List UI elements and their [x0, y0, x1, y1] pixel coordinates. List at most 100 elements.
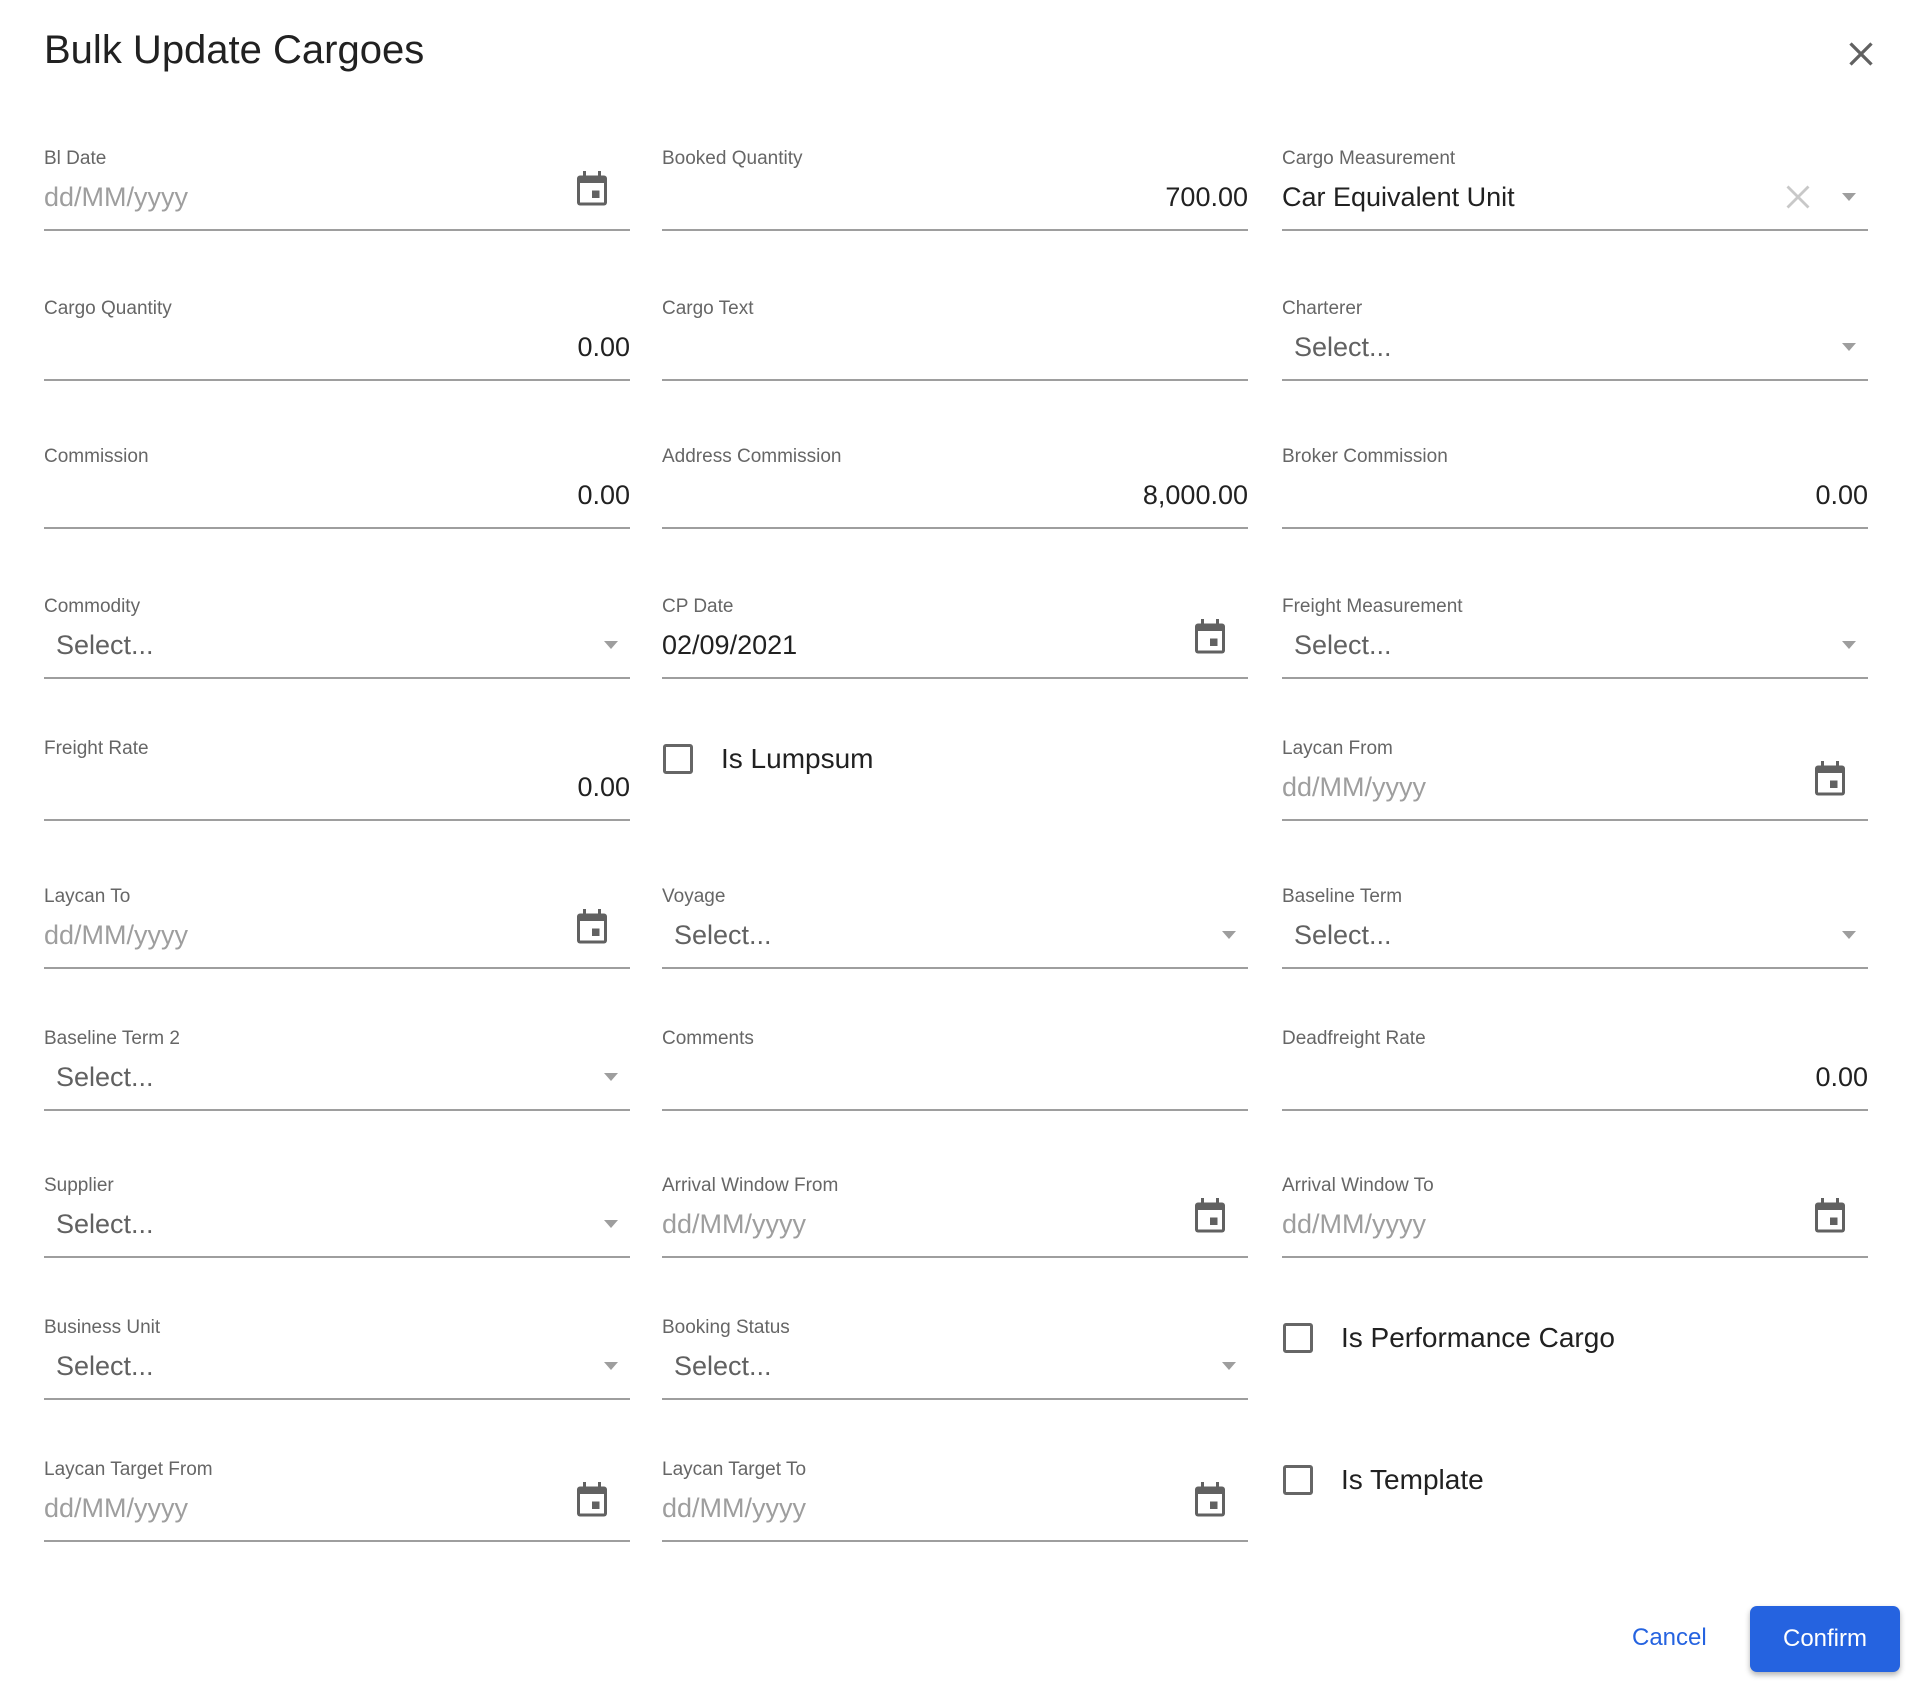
laycan-to-field[interactable]: Laycan To dd/MM/yyyy — [44, 885, 630, 969]
is-lumpsum-label: Is Lumpsum — [721, 743, 874, 774]
deadfreight-rate-input[interactable]: 0.00 — [1815, 1062, 1868, 1092]
chevron-down-icon[interactable] — [1842, 641, 1856, 649]
chevron-down-icon[interactable] — [604, 1073, 618, 1081]
bl-date-input[interactable]: dd/MM/yyyy — [44, 182, 189, 212]
cp-date-input[interactable]: 02/09/2021 — [662, 630, 798, 660]
laycan-target-from-input[interactable]: dd/MM/yyyy — [44, 1493, 189, 1523]
chevron-down-icon[interactable] — [604, 1362, 618, 1370]
supplier-select[interactable]: Select... — [56, 1209, 154, 1239]
bl-date-label: Bl Date — [44, 148, 107, 169]
calendar-icon[interactable] — [1812, 1196, 1848, 1236]
is-performance-cargo-checkbox-field[interactable]: Is Performance Cargo — [1282, 1322, 1868, 1373]
arrival-window-to-field[interactable]: Arrival Window To dd/MM/yyyy — [1282, 1174, 1868, 1258]
is-performance-cargo-checkbox[interactable] — [1283, 1323, 1313, 1353]
baseline-term-2-field[interactable]: Baseline Term 2 Select... — [44, 1027, 630, 1111]
laycan-target-from-field[interactable]: Laycan Target From dd/MM/yyyy — [44, 1458, 630, 1542]
commission-input[interactable]: 0.00 — [577, 480, 630, 510]
field-underline — [44, 1256, 630, 1258]
cargo-quantity-input[interactable]: 0.00 — [577, 332, 630, 362]
close-icon[interactable] — [1843, 36, 1879, 72]
broker-commission-field[interactable]: Broker Commission 0.00 — [1282, 445, 1868, 529]
calendar-icon[interactable] — [574, 907, 610, 947]
charterer-select[interactable]: Select... — [1294, 332, 1392, 362]
chevron-down-icon[interactable] — [604, 1220, 618, 1228]
chevron-down-icon[interactable] — [1842, 343, 1856, 351]
cargo-text-field[interactable]: Cargo Text — [662, 297, 1248, 381]
bl-date-field[interactable]: Bl Date dd/MM/yyyy — [44, 147, 630, 231]
cargo-text-label: Cargo Text — [662, 298, 754, 319]
chevron-down-icon[interactable] — [604, 641, 618, 649]
booked-quantity-input[interactable]: 700.00 — [1165, 182, 1248, 212]
cp-date-field[interactable]: CP Date 02/09/2021 — [662, 595, 1248, 679]
freight-rate-field[interactable]: Freight Rate 0.00 — [44, 737, 630, 821]
laycan-target-to-field[interactable]: Laycan Target To dd/MM/yyyy — [662, 1458, 1248, 1542]
is-template-checkbox[interactable] — [1283, 1465, 1313, 1495]
voyage-select[interactable]: Select... — [674, 920, 772, 950]
calendar-icon[interactable] — [1812, 759, 1848, 799]
calendar-icon[interactable] — [1192, 617, 1228, 657]
broker-commission-input[interactable]: 0.00 — [1815, 480, 1868, 510]
supplier-field[interactable]: Supplier Select... — [44, 1174, 630, 1258]
laycan-target-from-label: Laycan Target From — [44, 1459, 213, 1480]
laycan-to-input[interactable]: dd/MM/yyyy — [44, 920, 189, 950]
clear-icon[interactable] — [1784, 183, 1812, 211]
commodity-field[interactable]: Commodity Select... — [44, 595, 630, 679]
freight-rate-input[interactable]: 0.00 — [577, 772, 630, 802]
baseline-term-2-select[interactable]: Select... — [56, 1062, 154, 1092]
commodity-label: Commodity — [44, 596, 141, 617]
confirm-button[interactable]: Confirm — [1750, 1606, 1900, 1672]
voyage-field[interactable]: Voyage Select... — [662, 885, 1248, 969]
chevron-down-icon[interactable] — [1842, 931, 1856, 939]
comments-field[interactable]: Comments — [662, 1027, 1248, 1111]
address-commission-input[interactable]: 8,000.00 — [1142, 480, 1248, 510]
booked-quantity-field[interactable]: Booked Quantity 700.00 — [662, 147, 1248, 231]
comments-input[interactable] — [662, 1057, 1248, 1097]
is-lumpsum-checkbox-field[interactable]: Is Lumpsum — [662, 743, 1248, 794]
calendar-icon[interactable] — [1192, 1480, 1228, 1520]
field-underline — [44, 819, 630, 821]
field-underline — [1282, 967, 1868, 969]
freight-measurement-field[interactable]: Freight Measurement Select... — [1282, 595, 1868, 679]
chevron-down-icon[interactable] — [1222, 931, 1236, 939]
charterer-field[interactable]: Charterer Select... — [1282, 297, 1868, 381]
business-unit-select[interactable]: Select... — [56, 1351, 154, 1381]
chevron-down-icon[interactable] — [1222, 1362, 1236, 1370]
freight-measurement-select[interactable]: Select... — [1294, 630, 1392, 660]
field-underline — [44, 1540, 630, 1542]
field-underline — [662, 229, 1248, 231]
arrival-window-from-field[interactable]: Arrival Window From dd/MM/yyyy — [662, 1174, 1248, 1258]
chevron-down-icon[interactable] — [1842, 193, 1856, 201]
cancel-button[interactable]: Cancel — [1622, 1618, 1717, 1658]
laycan-target-to-input[interactable]: dd/MM/yyyy — [662, 1493, 807, 1523]
arrival-window-to-input[interactable]: dd/MM/yyyy — [1282, 1209, 1427, 1239]
cp-date-label: CP Date — [662, 596, 734, 617]
laycan-from-field[interactable]: Laycan From dd/MM/yyyy — [1282, 737, 1868, 821]
commission-field[interactable]: Commission 0.00 — [44, 445, 630, 529]
booking-status-field[interactable]: Booking Status Select... — [662, 1316, 1248, 1400]
booking-status-select[interactable]: Select... — [674, 1351, 772, 1381]
laycan-from-input[interactable]: dd/MM/yyyy — [1282, 772, 1427, 802]
arrival-window-from-input[interactable]: dd/MM/yyyy — [662, 1209, 807, 1239]
cargo-quantity-field[interactable]: Cargo Quantity 0.00 — [44, 297, 630, 381]
cargo-measurement-select[interactable]: Car Equivalent Unit — [1282, 182, 1515, 212]
calendar-icon[interactable] — [1192, 1196, 1228, 1236]
field-underline — [1282, 1256, 1868, 1258]
baseline-term-select[interactable]: Select... — [1294, 920, 1392, 950]
cargo-measurement-field[interactable]: Cargo Measurement Car Equivalent Unit — [1282, 147, 1868, 231]
cargo-text-input[interactable] — [662, 327, 1248, 367]
is-lumpsum-checkbox[interactable] — [663, 744, 693, 774]
deadfreight-rate-label: Deadfreight Rate — [1282, 1028, 1426, 1049]
calendar-icon[interactable] — [574, 169, 610, 209]
deadfreight-rate-field[interactable]: Deadfreight Rate 0.00 — [1282, 1027, 1868, 1111]
business-unit-field[interactable]: Business Unit Select... — [44, 1316, 630, 1400]
calendar-icon[interactable] — [574, 1480, 610, 1520]
field-underline — [1282, 379, 1868, 381]
field-underline — [1282, 527, 1868, 529]
commodity-select[interactable]: Select... — [56, 630, 154, 660]
laycan-target-to-label: Laycan Target To — [662, 1459, 807, 1480]
is-template-checkbox-field[interactable]: Is Template — [1282, 1464, 1868, 1515]
baseline-term-field[interactable]: Baseline Term Select... — [1282, 885, 1868, 969]
field-underline — [662, 1398, 1248, 1400]
address-commission-field[interactable]: Address Commission 8,000.00 — [662, 445, 1248, 529]
field-underline — [44, 527, 630, 529]
